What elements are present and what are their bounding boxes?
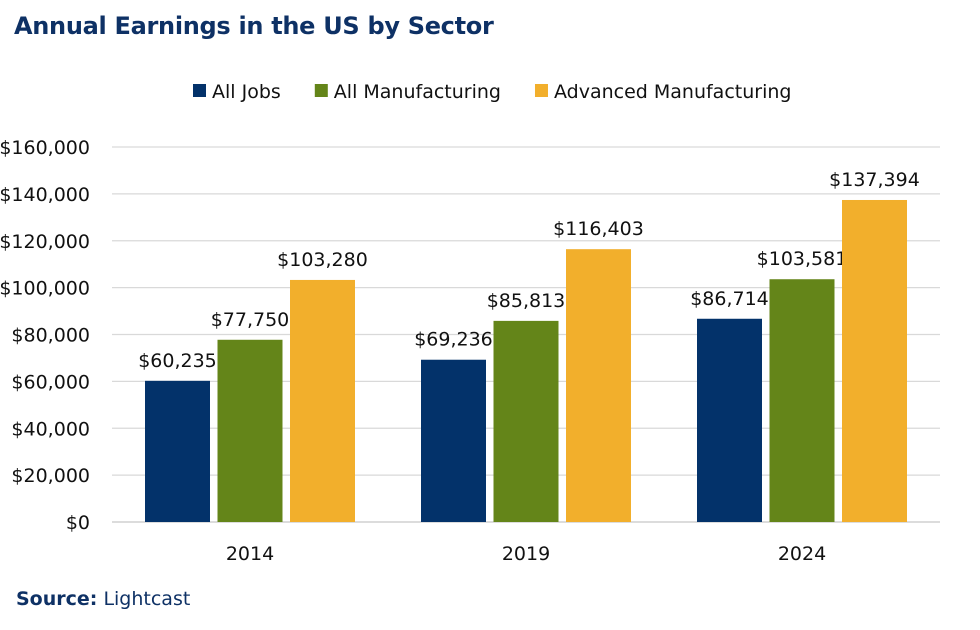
y-tick-label: $60,000	[11, 371, 90, 393]
data-label: $103,581	[757, 248, 848, 270]
y-tick-label: $120,000	[0, 231, 90, 253]
y-tick-label: $40,000	[11, 418, 90, 440]
x-tick-label: 2019	[502, 543, 550, 565]
bar	[769, 279, 835, 522]
legend-label: All Jobs	[212, 81, 281, 103]
legend-label: Advanced Manufacturing	[554, 81, 791, 103]
y-tick-label: $20,000	[11, 465, 90, 487]
data-label: $137,394	[829, 169, 920, 191]
data-label: $85,813	[487, 290, 566, 312]
bar	[697, 318, 762, 522]
bar	[290, 279, 355, 522]
y-tick-label: $80,000	[11, 325, 90, 347]
x-tick-label: 2014	[226, 543, 274, 565]
source-value: Lightcast	[103, 588, 191, 610]
data-label: $69,236	[414, 329, 493, 351]
legend-label: All Manufacturing	[334, 81, 501, 103]
y-tick-label: $100,000	[0, 278, 90, 300]
bar	[421, 359, 486, 522]
bar	[145, 380, 210, 522]
y-tick-label: $140,000	[0, 184, 90, 206]
y-tick-label: $160,000	[0, 137, 90, 159]
y-tick-label: $0	[66, 512, 90, 534]
bar	[217, 339, 283, 522]
source-note: Source: Lightcast	[16, 588, 190, 610]
bar	[566, 249, 631, 522]
x-tick-label: 2024	[778, 543, 826, 565]
data-label: $116,403	[553, 218, 644, 240]
source-label: Source:	[16, 588, 98, 610]
legend-swatch	[314, 84, 328, 97]
data-label: $60,235	[138, 350, 217, 372]
bar	[493, 320, 559, 522]
data-label: $86,714	[690, 288, 769, 310]
chart-title: Annual Earnings in the US by Sector	[14, 12, 494, 40]
data-label: $77,750	[211, 309, 290, 331]
bar	[842, 199, 907, 522]
data-label: $103,280	[277, 249, 368, 271]
legend-swatch	[193, 84, 206, 97]
legend-swatch	[534, 84, 548, 97]
